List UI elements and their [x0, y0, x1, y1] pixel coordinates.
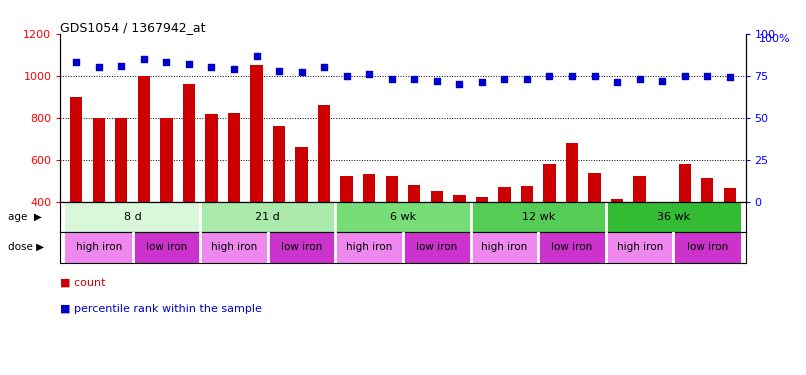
Bar [93, 118, 105, 201]
Point [205, 64, 218, 70]
Point [137, 56, 150, 62]
Point [656, 78, 669, 84]
Point [250, 53, 263, 58]
Point [408, 76, 421, 82]
Bar [566, 143, 578, 201]
Bar [453, 195, 466, 201]
Point [476, 80, 488, 86]
Point [160, 59, 172, 65]
Bar [273, 126, 285, 201]
Bar [724, 188, 736, 201]
Text: 100%: 100% [759, 34, 791, 44]
Bar [70, 97, 82, 201]
Point [295, 69, 308, 75]
Point [521, 76, 534, 82]
Point [453, 81, 466, 87]
Text: 6 wk: 6 wk [390, 212, 416, 222]
Point [679, 73, 692, 79]
Bar [430, 191, 443, 201]
Text: low iron: low iron [687, 242, 728, 252]
Bar [476, 197, 488, 201]
Bar [295, 147, 308, 201]
Text: ■ count: ■ count [60, 278, 106, 288]
Point [318, 64, 330, 70]
Text: 8 d: 8 d [123, 212, 141, 222]
Point [363, 71, 376, 77]
Point [588, 73, 601, 79]
Point [114, 63, 127, 69]
Bar [498, 187, 511, 201]
Bar [611, 200, 623, 201]
Text: high iron: high iron [481, 242, 528, 252]
Point [93, 64, 106, 70]
Bar [251, 65, 263, 201]
Text: age  ▶: age ▶ [8, 212, 42, 222]
Bar [138, 76, 150, 201]
Text: high iron: high iron [346, 242, 393, 252]
Point [723, 74, 736, 80]
Text: high iron: high iron [617, 242, 663, 252]
Point [566, 73, 579, 79]
Text: high iron: high iron [76, 242, 122, 252]
Point [700, 73, 713, 79]
Bar [160, 118, 172, 201]
Point [227, 66, 240, 72]
Bar [183, 84, 195, 201]
Bar [701, 178, 713, 201]
Text: 21 d: 21 d [256, 212, 280, 222]
Bar [115, 118, 127, 201]
Text: low iron: low iron [146, 242, 187, 252]
Text: low iron: low iron [416, 242, 458, 252]
Text: GDS1054 / 1367942_at: GDS1054 / 1367942_at [60, 21, 206, 34]
Text: low iron: low iron [551, 242, 592, 252]
Bar [340, 176, 353, 201]
Bar [206, 114, 218, 201]
Point [611, 80, 624, 86]
Text: low iron: low iron [281, 242, 322, 252]
Text: high iron: high iron [211, 242, 257, 252]
Bar [408, 185, 421, 201]
Point [340, 73, 353, 79]
Bar [385, 176, 398, 201]
Point [634, 76, 646, 82]
Point [543, 73, 556, 79]
Bar [634, 176, 646, 201]
Point [498, 76, 511, 82]
Bar [679, 164, 691, 201]
Text: 12 wk: 12 wk [521, 212, 555, 222]
Bar [363, 174, 376, 201]
Point [272, 68, 285, 74]
Text: dose ▶: dose ▶ [8, 242, 44, 252]
Text: 36 wk: 36 wk [657, 212, 690, 222]
Bar [543, 164, 555, 201]
Text: ■ percentile rank within the sample: ■ percentile rank within the sample [60, 304, 262, 314]
Point [70, 59, 83, 65]
Bar [588, 173, 600, 201]
Point [385, 76, 398, 82]
Point [182, 61, 195, 67]
Point [430, 78, 443, 84]
Bar [318, 105, 330, 201]
Bar [521, 186, 533, 201]
Bar [228, 113, 240, 201]
